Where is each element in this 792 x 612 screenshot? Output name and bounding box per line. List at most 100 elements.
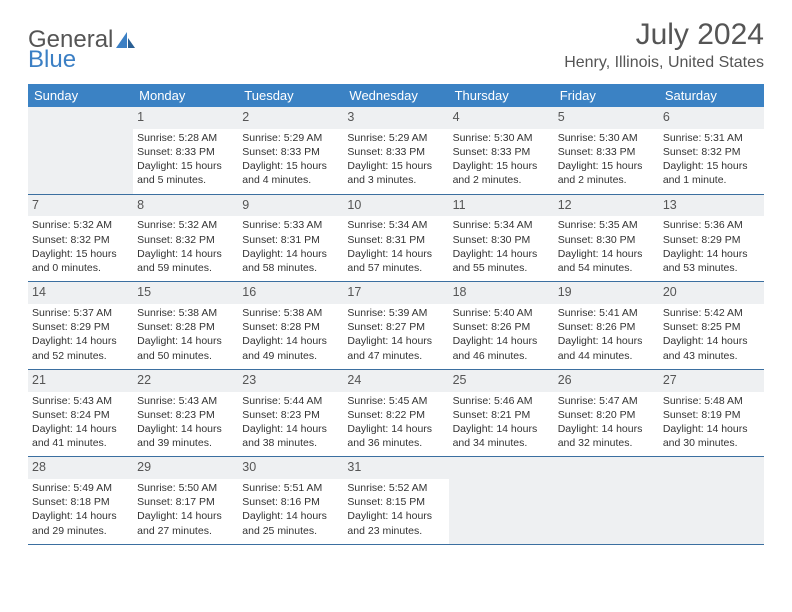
sunrise-text: Sunrise: 5:46 AM [453, 394, 550, 408]
daylight-text: Daylight: 14 hours [453, 334, 550, 348]
sunset-text: Sunset: 8:16 PM [242, 495, 339, 509]
day-cell: 6Sunrise: 5:31 AMSunset: 8:32 PMDaylight… [659, 107, 764, 194]
daylight-text: and 25 minutes. [242, 524, 339, 538]
day-cell: 25Sunrise: 5:46 AMSunset: 8:21 PMDayligh… [449, 369, 554, 457]
day-cell [28, 107, 133, 194]
daylight-text: and 52 minutes. [32, 349, 129, 363]
sunset-text: Sunset: 8:24 PM [32, 408, 129, 422]
day-cell: 10Sunrise: 5:34 AMSunset: 8:31 PMDayligh… [343, 194, 448, 282]
daylight-text: and 0 minutes. [32, 261, 129, 275]
sunset-text: Sunset: 8:29 PM [663, 233, 760, 247]
sunset-text: Sunset: 8:17 PM [137, 495, 234, 509]
day-cell: 16Sunrise: 5:38 AMSunset: 8:28 PMDayligh… [238, 282, 343, 370]
daylight-text: and 55 minutes. [453, 261, 550, 275]
day-number: 28 [32, 459, 129, 476]
day-number: 9 [242, 197, 339, 214]
daylight-text: and 53 minutes. [663, 261, 760, 275]
daylight-text: Daylight: 14 hours [558, 247, 655, 261]
daylight-text: Daylight: 14 hours [32, 422, 129, 436]
weekday-sunday: Sunday [28, 84, 133, 107]
day-cell: 28Sunrise: 5:49 AMSunset: 8:18 PMDayligh… [28, 457, 133, 545]
sunrise-text: Sunrise: 5:33 AM [242, 218, 339, 232]
daylight-text: and 47 minutes. [347, 349, 444, 363]
daylight-text: and 36 minutes. [347, 436, 444, 450]
daylight-text: Daylight: 15 hours [137, 159, 234, 173]
sunrise-text: Sunrise: 5:34 AM [453, 218, 550, 232]
week-row: 28Sunrise: 5:49 AMSunset: 8:18 PMDayligh… [28, 457, 764, 545]
sunrise-text: Sunrise: 5:41 AM [558, 306, 655, 320]
day-number: 24 [347, 372, 444, 389]
day-cell: 7Sunrise: 5:32 AMSunset: 8:32 PMDaylight… [28, 194, 133, 282]
sunrise-text: Sunrise: 5:42 AM [663, 306, 760, 320]
sunrise-text: Sunrise: 5:32 AM [137, 218, 234, 232]
day-cell: 4Sunrise: 5:30 AMSunset: 8:33 PMDaylight… [449, 107, 554, 194]
week-row: 21Sunrise: 5:43 AMSunset: 8:24 PMDayligh… [28, 369, 764, 457]
day-number: 15 [137, 284, 234, 301]
day-number: 4 [453, 109, 550, 126]
day-cell: 5Sunrise: 5:30 AMSunset: 8:33 PMDaylight… [554, 107, 659, 194]
sunrise-text: Sunrise: 5:52 AM [347, 481, 444, 495]
day-cell: 23Sunrise: 5:44 AMSunset: 8:23 PMDayligh… [238, 369, 343, 457]
sunset-text: Sunset: 8:27 PM [347, 320, 444, 334]
sunrise-text: Sunrise: 5:35 AM [558, 218, 655, 232]
weekday-monday: Monday [133, 84, 238, 107]
sunset-text: Sunset: 8:32 PM [137, 233, 234, 247]
sunrise-text: Sunrise: 5:34 AM [347, 218, 444, 232]
daylight-text: and 29 minutes. [32, 524, 129, 538]
day-cell: 12Sunrise: 5:35 AMSunset: 8:30 PMDayligh… [554, 194, 659, 282]
daylight-text: Daylight: 14 hours [137, 509, 234, 523]
daylight-text: and 23 minutes. [347, 524, 444, 538]
day-cell [554, 457, 659, 545]
day-cell: 27Sunrise: 5:48 AMSunset: 8:19 PMDayligh… [659, 369, 764, 457]
daylight-text: Daylight: 15 hours [32, 247, 129, 261]
day-cell: 2Sunrise: 5:29 AMSunset: 8:33 PMDaylight… [238, 107, 343, 194]
day-cell: 9Sunrise: 5:33 AMSunset: 8:31 PMDaylight… [238, 194, 343, 282]
sunset-text: Sunset: 8:30 PM [453, 233, 550, 247]
day-number: 6 [663, 109, 760, 126]
sunrise-text: Sunrise: 5:32 AM [32, 218, 129, 232]
daylight-text: Daylight: 14 hours [137, 247, 234, 261]
day-cell: 19Sunrise: 5:41 AMSunset: 8:26 PMDayligh… [554, 282, 659, 370]
sunrise-text: Sunrise: 5:43 AM [137, 394, 234, 408]
sunrise-text: Sunrise: 5:50 AM [137, 481, 234, 495]
daylight-text: and 34 minutes. [453, 436, 550, 450]
day-cell: 22Sunrise: 5:43 AMSunset: 8:23 PMDayligh… [133, 369, 238, 457]
day-cell: 8 Sunrise: 5:32 AMSunset: 8:32 PMDaylight… [133, 194, 238, 282]
day-number: 8 [137, 197, 234, 214]
week-row: 14Sunrise: 5:37 AMSunset: 8:29 PMDayligh… [28, 282, 764, 370]
sunset-text: Sunset: 8:33 PM [137, 145, 234, 159]
sunrise-text: Sunrise: 5:30 AM [453, 131, 550, 145]
sunrise-text: Sunrise: 5:49 AM [32, 481, 129, 495]
day-number: 12 [558, 197, 655, 214]
day-cell: 1Sunrise: 5:28 AMSunset: 8:33 PMDaylight… [133, 107, 238, 194]
week-row: 1Sunrise: 5:28 AMSunset: 8:33 PMDaylight… [28, 107, 764, 194]
sunrise-text: Sunrise: 5:51 AM [242, 481, 339, 495]
sunrise-text: Sunrise: 5:29 AM [347, 131, 444, 145]
daylight-text: and 4 minutes. [242, 173, 339, 187]
day-number: 11 [453, 197, 550, 214]
day-number: 17 [347, 284, 444, 301]
sunset-text: Sunset: 8:19 PM [663, 408, 760, 422]
daylight-text: Daylight: 14 hours [347, 422, 444, 436]
daylight-text: and 27 minutes. [137, 524, 234, 538]
daylight-text: Daylight: 15 hours [558, 159, 655, 173]
day-number: 20 [663, 284, 760, 301]
sunset-text: Sunset: 8:33 PM [558, 145, 655, 159]
sunrise-text: Sunrise: 5:38 AM [242, 306, 339, 320]
day-cell: 24Sunrise: 5:45 AMSunset: 8:22 PMDayligh… [343, 369, 448, 457]
sunset-text: Sunset: 8:32 PM [32, 233, 129, 247]
sunset-text: Sunset: 8:23 PM [137, 408, 234, 422]
daylight-text: and 32 minutes. [558, 436, 655, 450]
sunset-text: Sunset: 8:26 PM [453, 320, 550, 334]
daylight-text: and 44 minutes. [558, 349, 655, 363]
daylight-text: Daylight: 14 hours [347, 334, 444, 348]
day-cell: 30Sunrise: 5:51 AMSunset: 8:16 PMDayligh… [238, 457, 343, 545]
day-cell: 11Sunrise: 5:34 AMSunset: 8:30 PMDayligh… [449, 194, 554, 282]
day-number: 21 [32, 372, 129, 389]
day-number: 25 [453, 372, 550, 389]
day-number: 3 [347, 109, 444, 126]
day-number: 30 [242, 459, 339, 476]
day-number: 10 [347, 197, 444, 214]
sunrise-text: Sunrise: 5:31 AM [663, 131, 760, 145]
sunset-text: Sunset: 8:22 PM [347, 408, 444, 422]
